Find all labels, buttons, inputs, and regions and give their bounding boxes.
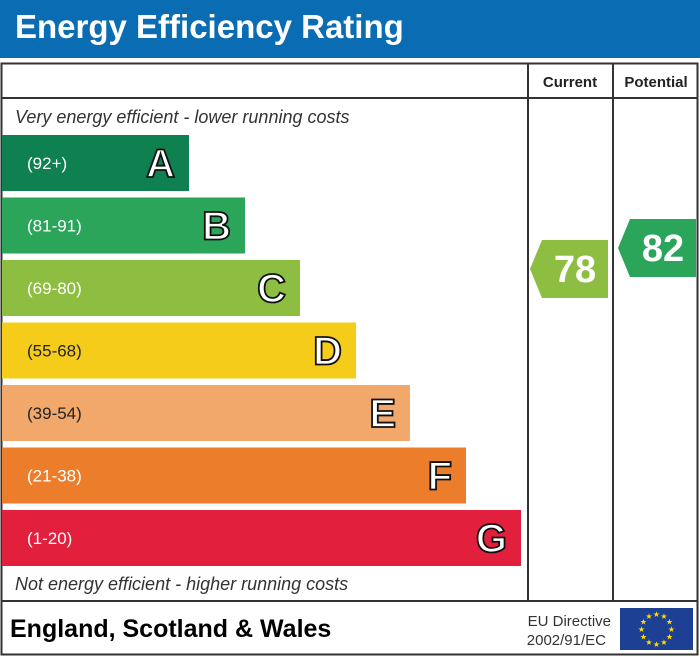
svg-text:★: ★ bbox=[666, 618, 673, 627]
band-c: (69-80) C bbox=[2, 260, 300, 316]
band-range: (1-20) bbox=[27, 529, 72, 548]
potential-rating-arrow: 82 bbox=[618, 219, 696, 277]
potential-rating-value: 82 bbox=[642, 228, 684, 270]
header-bar: Energy Efficiency Rating bbox=[0, 0, 700, 58]
eu-flag-icon: ★ ★★★★★★★★★★★ bbox=[620, 608, 693, 650]
band-letter: A bbox=[146, 142, 175, 186]
band-letter: C bbox=[257, 267, 286, 311]
band-b: (81-91) B bbox=[2, 197, 245, 254]
band-range: (69-80) bbox=[27, 279, 82, 298]
region-label: England, Scotland & Wales bbox=[10, 615, 331, 643]
svg-text:★: ★ bbox=[645, 612, 652, 621]
svg-text:★: ★ bbox=[660, 612, 667, 621]
svg-text:★: ★ bbox=[666, 633, 673, 642]
band-range: (21-38) bbox=[27, 467, 82, 486]
svg-text:★: ★ bbox=[668, 625, 675, 634]
svg-text:★: ★ bbox=[660, 638, 667, 647]
current-rating-value: 78 bbox=[554, 249, 596, 291]
band-bar bbox=[2, 510, 521, 566]
band-bar bbox=[2, 135, 189, 191]
svg-text:★: ★ bbox=[640, 633, 647, 642]
band-a: (92+) A bbox=[2, 135, 189, 191]
band-range: (92+) bbox=[27, 154, 67, 173]
band-range: (55-68) bbox=[27, 342, 82, 361]
chart-title: Energy Efficiency Rating bbox=[15, 8, 404, 45]
band-d: (55-68) D bbox=[2, 322, 356, 379]
band-f: (21-38) F bbox=[2, 447, 466, 504]
band-range: (39-54) bbox=[27, 404, 82, 423]
directive-line2: 2002/91/EC bbox=[527, 632, 606, 649]
band-bar bbox=[2, 260, 300, 316]
current-header: Current bbox=[543, 74, 597, 91]
svg-text:★: ★ bbox=[640, 618, 647, 627]
potential-header: Potential bbox=[624, 74, 687, 91]
current-rating-arrow: 78 bbox=[530, 240, 608, 298]
top-note: Very energy efficient - lower running co… bbox=[15, 107, 350, 127]
band-letter: D bbox=[313, 330, 342, 374]
svg-text:★: ★ bbox=[638, 625, 645, 634]
svg-text:★: ★ bbox=[653, 640, 660, 649]
band-bar bbox=[2, 447, 466, 504]
band-letter: B bbox=[202, 205, 231, 249]
directive-line1: EU Directive bbox=[528, 613, 611, 630]
band-letter: E bbox=[369, 392, 396, 436]
svg-text:★: ★ bbox=[645, 638, 652, 647]
band-range: (81-91) bbox=[27, 217, 82, 236]
band-bar bbox=[2, 322, 356, 379]
band-letter: G bbox=[476, 517, 507, 561]
band-bar bbox=[2, 385, 410, 441]
band-g: (1-20) G bbox=[2, 510, 521, 566]
band-bar bbox=[2, 197, 245, 254]
band-letter: F bbox=[428, 455, 452, 499]
bottom-note: Not energy efficient - higher running co… bbox=[15, 574, 348, 594]
band-e: (39-54) E bbox=[2, 385, 410, 441]
svg-text:★: ★ bbox=[653, 610, 660, 619]
